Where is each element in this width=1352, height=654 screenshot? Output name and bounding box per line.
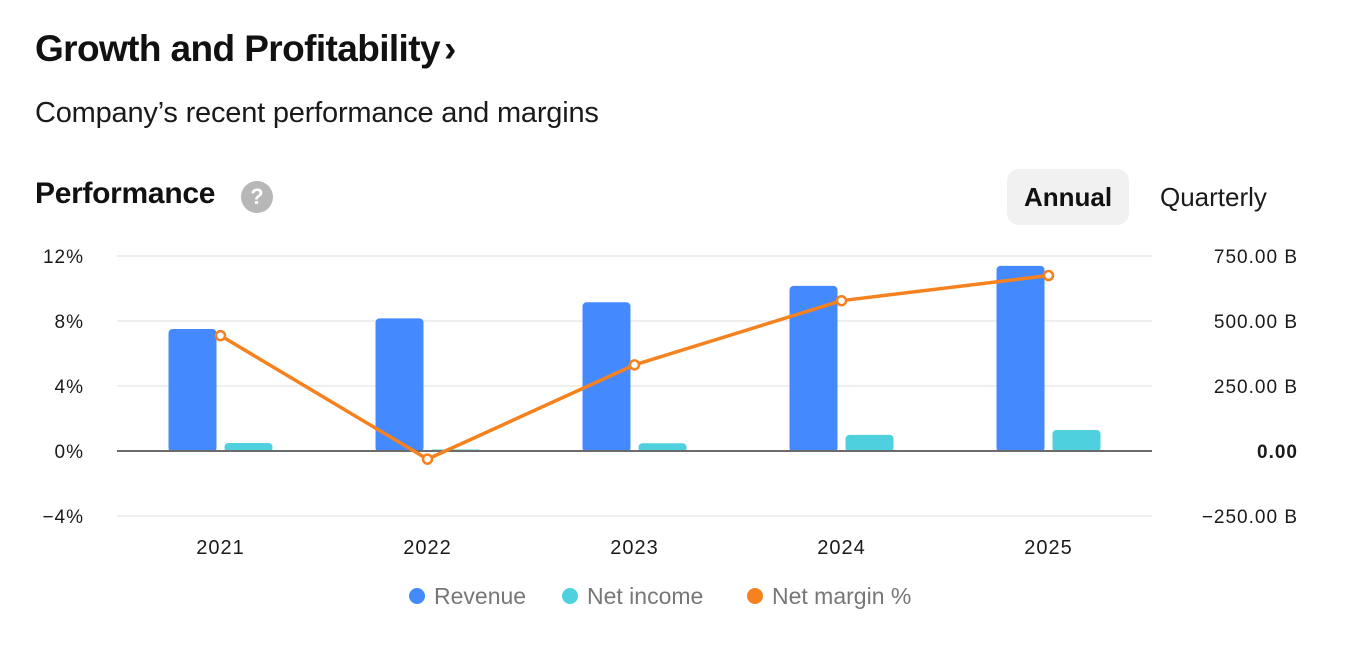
net-income-bar-2024	[845, 434, 894, 452]
right-tick-label: 0.00	[1257, 442, 1298, 463]
legend-item-net-income[interactable]: Net income	[562, 580, 703, 612]
tab-quarterly[interactable]: Quarterly	[1160, 182, 1267, 212]
revenue-bar-2021	[168, 329, 217, 452]
left-axis-ticks: 12% 8% 4% 0% −4%	[42, 247, 84, 528]
x-tick-label: 2021	[196, 537, 245, 559]
tab-annual[interactable]: Annual	[1007, 169, 1130, 225]
net-income-dot-icon	[562, 588, 578, 604]
right-tick-label: 750.00 B	[1214, 247, 1298, 268]
legend-label: Net income	[587, 582, 704, 609]
x-tick-label: 2022	[403, 537, 452, 559]
x-tick-label: 2024	[817, 537, 866, 559]
legend: Revenue Net income Net margin %	[0, 580, 1352, 612]
net-margin-line	[214, 269, 1055, 465]
left-tick-label: −4%	[42, 507, 84, 528]
right-tick-label: −250.00 B	[1202, 507, 1298, 528]
grid-lines	[117, 255, 1152, 517]
net-margin-point-2021	[214, 329, 227, 342]
section-title-link[interactable]: Growth and Profitability ›	[35, 28, 456, 70]
net-margin-point-2022	[421, 453, 434, 465]
right-tick-label: 250.00 B	[1214, 377, 1298, 398]
legend-item-revenue[interactable]: Revenue	[409, 580, 526, 612]
subtitle: Company’s recent performance and margins	[35, 97, 599, 129]
revenue-bar-2022	[375, 318, 424, 452]
bars	[168, 265, 1101, 452]
x-tick-label: 2023	[610, 537, 659, 559]
revenue-dot-icon	[409, 588, 425, 604]
legend-label: Net margin %	[772, 582, 912, 609]
title-text: Growth and Profitability	[35, 28, 441, 69]
x-axis-ticks: 2021 2022 2023 2024 2025	[196, 537, 1073, 559]
chevron-right-icon: ›	[443, 28, 456, 69]
performance-heading: Performance	[35, 177, 216, 210]
right-axis-ticks: 750.00 B 500.00 B 250.00 B 0.00 −250.00 B	[1202, 247, 1298, 528]
x-tick-label: 2025	[1024, 537, 1073, 559]
legend-label: Revenue	[434, 582, 527, 609]
revenue-bar-2025	[996, 265, 1045, 452]
left-tick-label: 12%	[43, 247, 84, 268]
net-income-bar-2021	[224, 442, 273, 452]
legend-item-net-margin[interactable]: Net margin %	[747, 580, 911, 612]
net-margin-point-2023	[628, 359, 641, 371]
left-tick-label: 4%	[55, 377, 84, 398]
net-margin-point-2024	[835, 294, 848, 307]
net-income-bar-2025	[1052, 429, 1101, 452]
help-icon[interactable]: ?	[241, 181, 273, 213]
left-tick-label: 0%	[55, 442, 84, 463]
net-income-bar-2023	[638, 443, 687, 452]
net-margin-point-2025	[1042, 269, 1055, 282]
right-tick-label: 500.00 B	[1214, 312, 1298, 333]
net-margin-dot-icon	[747, 588, 763, 604]
left-tick-label: 8%	[55, 312, 84, 333]
revenue-bar-2024	[789, 285, 838, 452]
